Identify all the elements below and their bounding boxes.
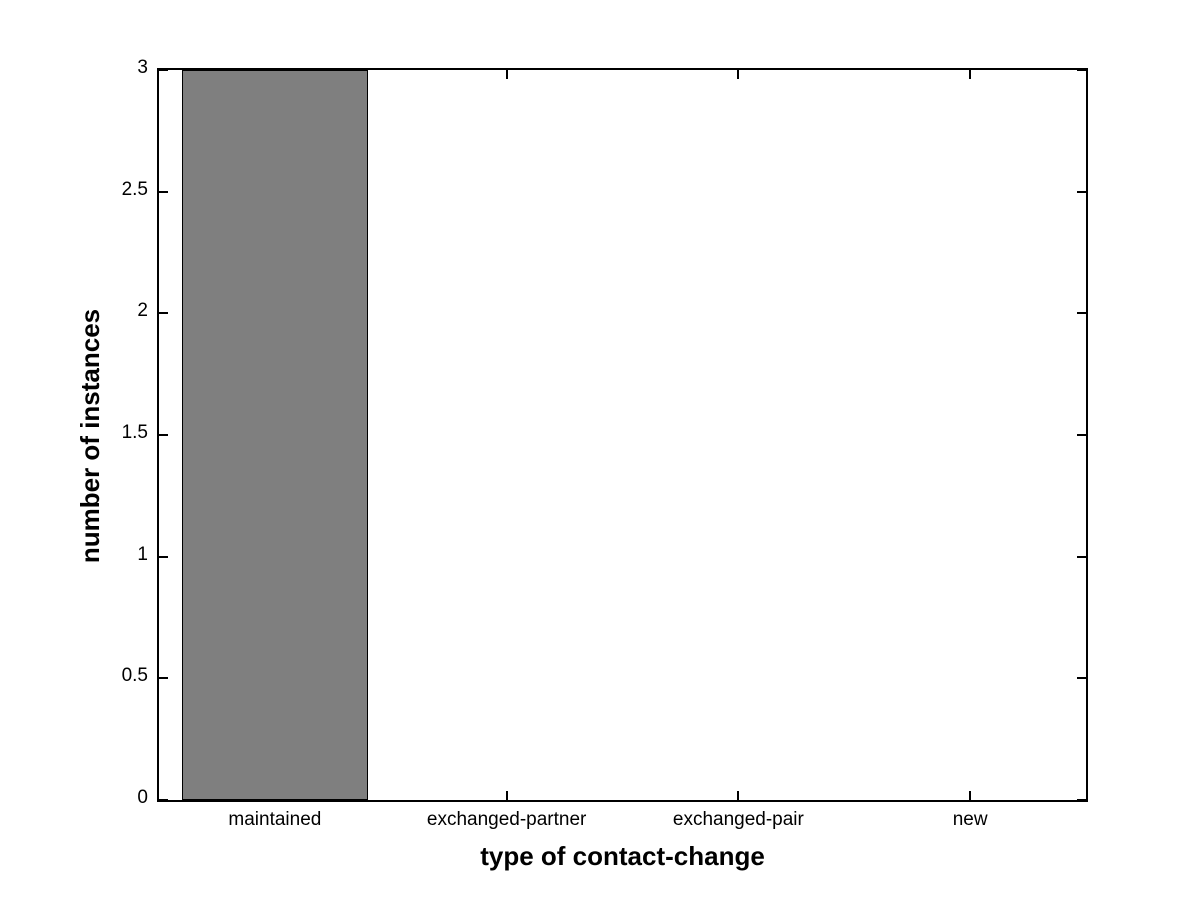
axis-tick (159, 190, 168, 193)
axis-tick (1077, 69, 1086, 71)
x-tick-label: maintained (228, 809, 322, 830)
plot-area (157, 68, 1088, 802)
axis-tick (1077, 434, 1086, 436)
axis-tick (505, 70, 508, 79)
axis-tick (1077, 799, 1086, 801)
x-tick-label: exchanged-pair (672, 809, 804, 830)
axis-tick (1077, 190, 1086, 193)
y-tick-label: 1.5 (121, 422, 148, 443)
axis-tick (159, 677, 168, 680)
axis-tick (1077, 312, 1086, 315)
axis-tick (969, 70, 972, 79)
axis-tick (159, 69, 168, 71)
y-tick-label: 3 (137, 57, 148, 78)
axis-tick (969, 791, 972, 800)
axis-tick (159, 312, 168, 315)
axis-tick (159, 555, 168, 558)
axis-tick (1077, 555, 1086, 558)
y-tick-label: 0 (137, 787, 148, 808)
y-tick-label: 1 (137, 543, 148, 565)
x-tick-label: exchanged-partner (426, 809, 587, 830)
axis-tick (737, 791, 740, 800)
axis-tick (505, 791, 508, 800)
axis-tick (737, 70, 740, 79)
y-tick-label: 2.5 (121, 178, 148, 200)
y-tick-label: 0.5 (121, 665, 148, 687)
bar-maintained (182, 70, 368, 800)
x-axis-label: type of contact-change (480, 841, 765, 871)
axis-tick (159, 434, 168, 436)
axis-tick (1077, 677, 1086, 680)
y-tick-label: 2 (137, 300, 148, 322)
x-tick-label: new (952, 809, 988, 830)
bar-layer (159, 70, 1086, 800)
axis-tick (159, 799, 168, 801)
